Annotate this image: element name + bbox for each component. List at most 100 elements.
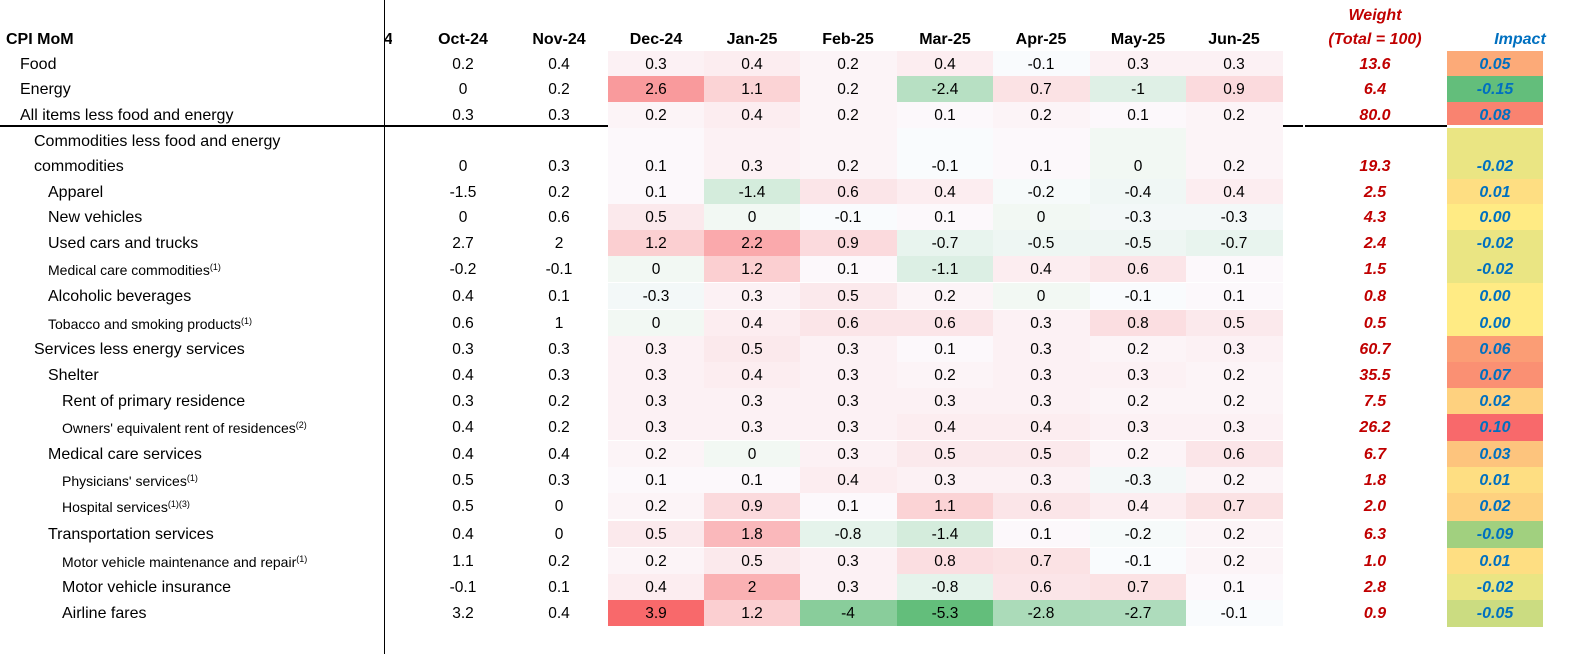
weight-cell: 80.0 xyxy=(1359,107,1391,124)
table-cell: 1.8 xyxy=(741,526,763,543)
heat-cell xyxy=(1089,336,1187,362)
table-cell: 0.6 xyxy=(548,209,570,226)
table-cell: 0.1 xyxy=(645,184,667,201)
table-cell: 0.3 xyxy=(452,341,474,358)
impact-fill xyxy=(1447,467,1543,493)
heat-cell xyxy=(799,283,897,309)
heat-cell xyxy=(703,388,801,414)
heat-cell xyxy=(799,467,897,493)
impact-fill xyxy=(1447,336,1543,362)
month-header: Feb-25 xyxy=(822,31,874,48)
table-cell: 0.3 xyxy=(1127,419,1149,436)
table-cell: 0.5 xyxy=(452,498,474,515)
table-cell: 0.4 xyxy=(548,56,570,73)
row-label: Used cars and trucks xyxy=(48,231,198,257)
table-cell: 0.3 xyxy=(452,107,474,124)
weight-cell: 19.3 xyxy=(1359,158,1391,175)
row-label: Motor vehicle maintenance and repair(1) xyxy=(62,549,307,575)
heat-cell xyxy=(992,362,1090,388)
table-cell: 0.1 xyxy=(934,341,956,358)
heat-cell xyxy=(799,256,897,282)
row-label: Transportation services xyxy=(48,522,214,548)
month-header: Mar-25 xyxy=(919,31,971,48)
heat-cell xyxy=(799,362,897,388)
footnote-marker: (1)(3) xyxy=(167,499,190,509)
weight-cell: 26.2 xyxy=(1359,419,1391,436)
table-cell: 0.3 xyxy=(934,472,956,489)
heat-cell xyxy=(607,362,705,388)
heat-cell xyxy=(607,51,705,77)
heat-cell xyxy=(703,128,801,179)
weight-cell: 13.6 xyxy=(1359,56,1391,73)
heat-cell xyxy=(992,441,1090,467)
table-cell: -0.1 xyxy=(449,579,477,596)
table-cell: -0.1 xyxy=(834,209,862,226)
row-label-text: Apparel xyxy=(48,184,104,201)
heat-cell xyxy=(703,76,801,102)
table-cell: -0.3 xyxy=(642,288,670,305)
impact-fill xyxy=(1447,179,1543,204)
heat-cell xyxy=(703,467,801,493)
heat-cell xyxy=(1185,600,1283,626)
table-cell: 0.5 xyxy=(645,526,667,543)
heat-cell xyxy=(1185,204,1283,230)
table-cell: 0.5 xyxy=(452,472,474,489)
table-cell: -0.3 xyxy=(1220,209,1248,226)
table-cell: 0 xyxy=(1036,288,1046,305)
impact-cell: -0.02 xyxy=(1476,261,1514,278)
impact-fill xyxy=(1447,128,1543,179)
impact-cell: 0.10 xyxy=(1479,419,1511,436)
table-cell: 0.2 xyxy=(645,446,667,463)
table-cell: 0.2 xyxy=(452,56,474,73)
weight-cell: 35.5 xyxy=(1359,367,1391,384)
row-label: Tobacco and smoking products(1) xyxy=(48,311,252,337)
heat-cell xyxy=(799,76,897,102)
heat-cell xyxy=(607,467,705,493)
heat-cell xyxy=(607,521,705,547)
table-cell: 0.4 xyxy=(741,107,763,124)
heat-cell xyxy=(992,102,1090,128)
heat-cell xyxy=(703,179,801,205)
impact-cell: 0.00 xyxy=(1479,288,1511,305)
heat-cell xyxy=(1089,414,1187,440)
table-cell: -0.1 xyxy=(931,158,959,175)
table-cell: 0.4 xyxy=(548,605,570,622)
heat-cell xyxy=(896,548,994,574)
table-cell: 0.4 xyxy=(934,419,956,436)
heat-cell xyxy=(992,204,1090,230)
row-label: Medical care services xyxy=(48,442,202,468)
heat-cell xyxy=(992,336,1090,362)
table-cell: 1 xyxy=(554,315,564,332)
table-cell: 0.5 xyxy=(837,288,859,305)
table-cell: 0.4 xyxy=(452,526,474,543)
table-cell: -0.3 xyxy=(1124,209,1152,226)
heat-cell xyxy=(1185,283,1283,309)
table-cell: 0.9 xyxy=(741,498,763,515)
heat-cell xyxy=(607,179,705,205)
month-header: May-25 xyxy=(1110,31,1166,48)
row-label-text: Airline fares xyxy=(62,605,147,622)
impact-cell: -0.05 xyxy=(1476,605,1514,622)
heat-cell xyxy=(1185,362,1283,388)
impact-cell: -0.02 xyxy=(1476,235,1514,252)
table-cell: 0 xyxy=(1133,158,1143,175)
heat-cell xyxy=(799,336,897,362)
heat-cell xyxy=(896,441,994,467)
heat-cell xyxy=(607,283,705,309)
row-label-text: Tobacco and smoking products xyxy=(48,316,241,332)
heat-cell xyxy=(607,128,705,179)
table-cell: 0.3 xyxy=(837,341,859,358)
impact-fill xyxy=(1447,521,1543,548)
table-cell: -0.4 xyxy=(1124,184,1152,201)
impact-cell: 0.01 xyxy=(1479,184,1511,201)
row-label: Food xyxy=(20,52,56,78)
row-label: Physicians' services(1) xyxy=(62,468,198,494)
row-label: Owners' equivalent rent of residences(2) xyxy=(62,415,307,441)
impact-cell: 0.07 xyxy=(1479,367,1511,384)
row-label: Motor vehicle insurance xyxy=(62,575,231,601)
heat-cell xyxy=(607,441,705,467)
table-cell: 0.4 xyxy=(934,184,956,201)
heat-cell xyxy=(1089,51,1187,77)
table-cell: -4 xyxy=(841,605,855,622)
table-cell: 0.3 xyxy=(452,393,474,410)
